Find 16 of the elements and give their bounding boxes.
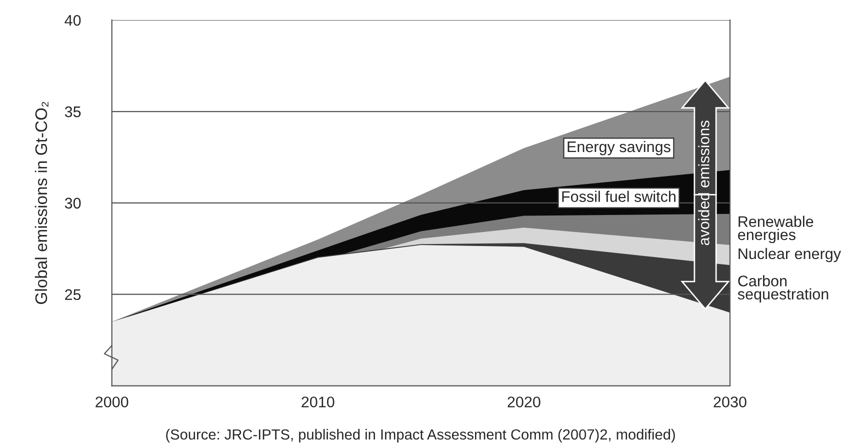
annotation: avoided emissions <box>698 120 710 246</box>
series-label: Carbon sequestration <box>738 275 828 303</box>
y-tick-label: 40 <box>64 14 81 26</box>
y-axis-title: Global emissions in Gt-CO₂ <box>34 102 48 304</box>
x-tick-label: 2030 <box>714 396 746 408</box>
y-tick-label: 25 <box>65 289 81 300</box>
x-tick-label: 2000 <box>96 396 128 408</box>
y-tick-label: 30 <box>64 198 81 209</box>
series-label: Energy savings <box>568 140 670 156</box>
text: (Source: JRC-IPTS, published in Impact Assessment Comm (2007)2, modified) <box>166 428 675 443</box>
x-tick-label: 2020 <box>508 396 540 408</box>
series-label: Nuclear energy <box>738 248 841 262</box>
x-tick-label: 2010 <box>302 396 334 408</box>
series-label: Fossil fuel switch <box>562 190 676 202</box>
y-tick-label: 35 <box>64 106 81 118</box>
series-label: Renewable energies <box>738 216 814 244</box>
